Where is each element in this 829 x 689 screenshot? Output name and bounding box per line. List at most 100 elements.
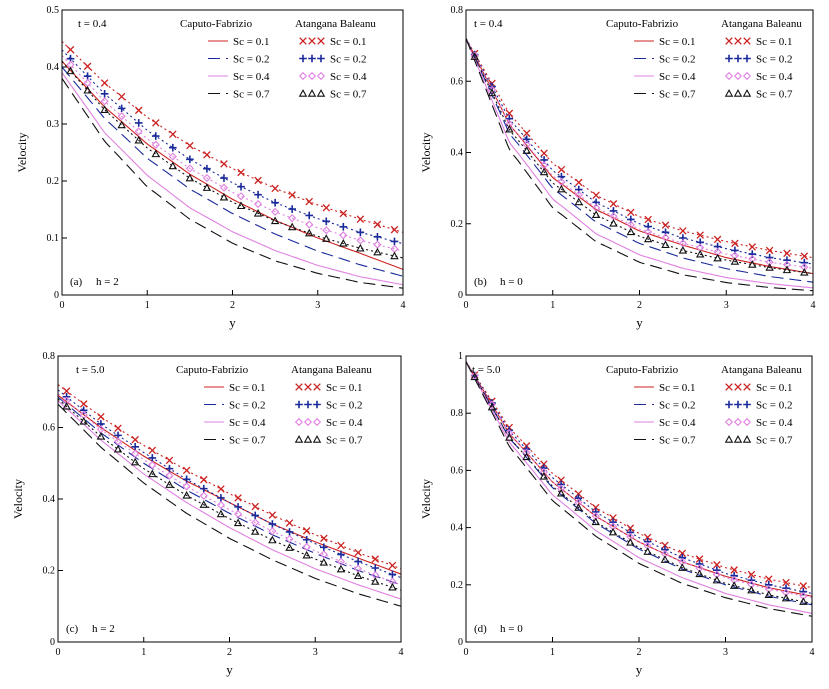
panel-c-legend-marker xyxy=(294,417,304,427)
panel-d-ab-point xyxy=(591,508,600,516)
panel-a-ab-point xyxy=(390,244,399,254)
panel-a-ab-point xyxy=(322,234,331,242)
panel-c-ab-point xyxy=(199,484,208,493)
panel-d-ab-point xyxy=(713,561,721,569)
panel-b-ab-point xyxy=(522,146,531,154)
panel-c-ab-point xyxy=(165,456,174,465)
panel-a-ab-point xyxy=(288,205,296,213)
panel-d-ab-point xyxy=(799,597,808,605)
panel-b-xtick-label: 0 xyxy=(464,300,469,311)
panel-a-ab-point xyxy=(203,151,211,159)
panel-b-legend-marker xyxy=(724,71,734,81)
panel-b-ab-point xyxy=(713,253,722,262)
panel-b-ab-point xyxy=(557,165,566,174)
panel-d-ab-point xyxy=(678,563,687,571)
panel-a-ab-point xyxy=(202,183,212,191)
panel-d-ytick-label: 0.8 xyxy=(451,408,464,419)
panel-c-ab-markers-sc4 xyxy=(62,401,397,591)
panel-b-ab-point xyxy=(609,218,618,227)
panel-a-legend-ab-label-sc1: Sc = 0.1 xyxy=(330,36,366,48)
panel-a-ab-point xyxy=(219,183,229,192)
panel-b-legend-marker xyxy=(743,54,751,63)
panel-c-ytick-label: 0.2 xyxy=(43,566,56,577)
panel-d-ab-point xyxy=(764,581,773,589)
panel-c-ytick-label: 0 xyxy=(50,637,55,648)
panel-a-ab-point xyxy=(305,197,313,206)
panel-c-ab-point xyxy=(234,494,242,502)
panel-c-ab-point xyxy=(336,564,346,573)
panel-b-ab-point xyxy=(661,240,670,248)
panel-b-ab-point xyxy=(748,243,757,251)
panel-b-ab-point xyxy=(470,52,479,60)
panel-b-frame xyxy=(465,9,814,296)
panel-b-ab-point xyxy=(540,149,548,157)
panel-c-chart: 0 1 2 3 4 0 0.2 0.4 0.6 0.8 y Velocity t = 5.0 Caputo… xyxy=(11,351,404,677)
panel-a-ab-point xyxy=(203,164,211,173)
panel-c-ab-point xyxy=(268,511,277,519)
panel-a-legend-ab-label-sc4: Sc = 0.7 xyxy=(330,89,367,101)
panel-b-ab-point xyxy=(696,231,704,239)
panel-a-ab-point xyxy=(253,208,263,217)
panel-b-ab-point xyxy=(661,221,670,229)
panel-d-xtick-label: 2 xyxy=(637,647,642,658)
panel-b-legend-marker xyxy=(733,89,743,97)
panel-a-ab-point xyxy=(202,173,212,183)
panel-d-legend-ab-header: Atangana Baleanu xyxy=(721,364,802,376)
panel-d-legend-marker xyxy=(742,417,752,427)
panel-d-legend-ab-label-sc2: Sc = 0.2 xyxy=(756,400,792,412)
panel-c-cf-line-sc2 xyxy=(57,396,402,586)
panel-a-ylabel: Velocity xyxy=(15,133,29,173)
panel-d-ab-point xyxy=(626,538,635,546)
panel-d-ab-point xyxy=(591,503,600,512)
panel-a-ab-point xyxy=(66,66,75,75)
panel-d-cf-line-sc1 xyxy=(465,361,813,597)
panel-b-t-label: t = 0.4 xyxy=(474,18,503,30)
panel-a-ab-point xyxy=(287,222,297,231)
panel-d-ytick-label: 1 xyxy=(458,351,463,362)
panel-d-legend-cf-label-sc4: Sc = 0.7 xyxy=(659,435,696,447)
panel-c-ytick-label: 0.6 xyxy=(43,423,56,434)
panel-d-ab-point xyxy=(609,514,617,522)
panel-b-ab-point xyxy=(592,191,600,200)
panel-b-ylabel: Velocity xyxy=(419,133,433,173)
panel-b-ab-point xyxy=(487,88,497,97)
panel-d-ab-point xyxy=(712,575,722,584)
panel-c-ab-point xyxy=(131,443,139,451)
panel-a-legend-marker xyxy=(299,54,307,63)
panel-a-ytick-label: 0.4 xyxy=(47,62,60,73)
panel-a-chart: 0 1 2 3 4 0 0.1 0.2 0.3 0.4 0.5 y Velocity t = 0.4 Cap… xyxy=(15,5,406,330)
panel-a-ab-point xyxy=(168,152,177,161)
panel-a-ab-point xyxy=(152,119,160,127)
panel-b-chart: 0 1 2 3 4 0 0.2 0.4 0.6 0.8 y Velocity t = 0.4 Caputo… xyxy=(419,5,816,330)
panel-a-ab-point xyxy=(186,155,194,164)
panel-d-ab-point xyxy=(643,537,652,546)
panel-d-ab-point xyxy=(695,555,704,563)
panel-d-ab-point xyxy=(626,528,635,537)
panel-b-ab-point xyxy=(557,184,566,193)
panel-c-ab-point xyxy=(148,460,157,470)
panel-c-ab-point xyxy=(200,475,208,484)
panel-b-ab-point xyxy=(575,178,583,187)
panel-b-legend-ab-swatch-sc3 xyxy=(724,71,752,81)
panel-d-ab-point xyxy=(522,448,531,457)
panel-d-xtick-label: 0 xyxy=(464,647,469,658)
panel-a-panel-label: (a) xyxy=(70,276,83,288)
panel-a-legend-cf-label-sc4: Sc = 0.7 xyxy=(233,89,270,101)
panel-c-legend-cf-label-sc2: Sc = 0.2 xyxy=(229,400,265,412)
panel-c-ab-point xyxy=(96,432,106,440)
panel-b-xtick-label: 4 xyxy=(811,300,816,311)
panel-c-ab-point xyxy=(319,557,329,566)
panel-a-h-label: h = 2 xyxy=(96,276,119,288)
panel-b-legend-marker xyxy=(725,54,733,63)
panel-b-xtick-label: 1 xyxy=(550,300,555,311)
panel-b-ab-point xyxy=(765,253,774,262)
panel-d-h-label: h = 0 xyxy=(500,623,523,635)
panel-a-legend-cf-label-sc2: Sc = 0.2 xyxy=(233,54,269,66)
panel-d-ab-point xyxy=(730,571,738,580)
panel-b-ab-markers-sc3 xyxy=(470,51,809,272)
panel-a-ab-point xyxy=(356,243,365,252)
panel-d-legend-marker xyxy=(734,383,742,391)
panel-c-ab-line-sc2 xyxy=(57,389,402,579)
panel-d-ytick-label: 0.6 xyxy=(451,465,464,476)
panel-d-xtick-label: 3 xyxy=(723,647,728,658)
